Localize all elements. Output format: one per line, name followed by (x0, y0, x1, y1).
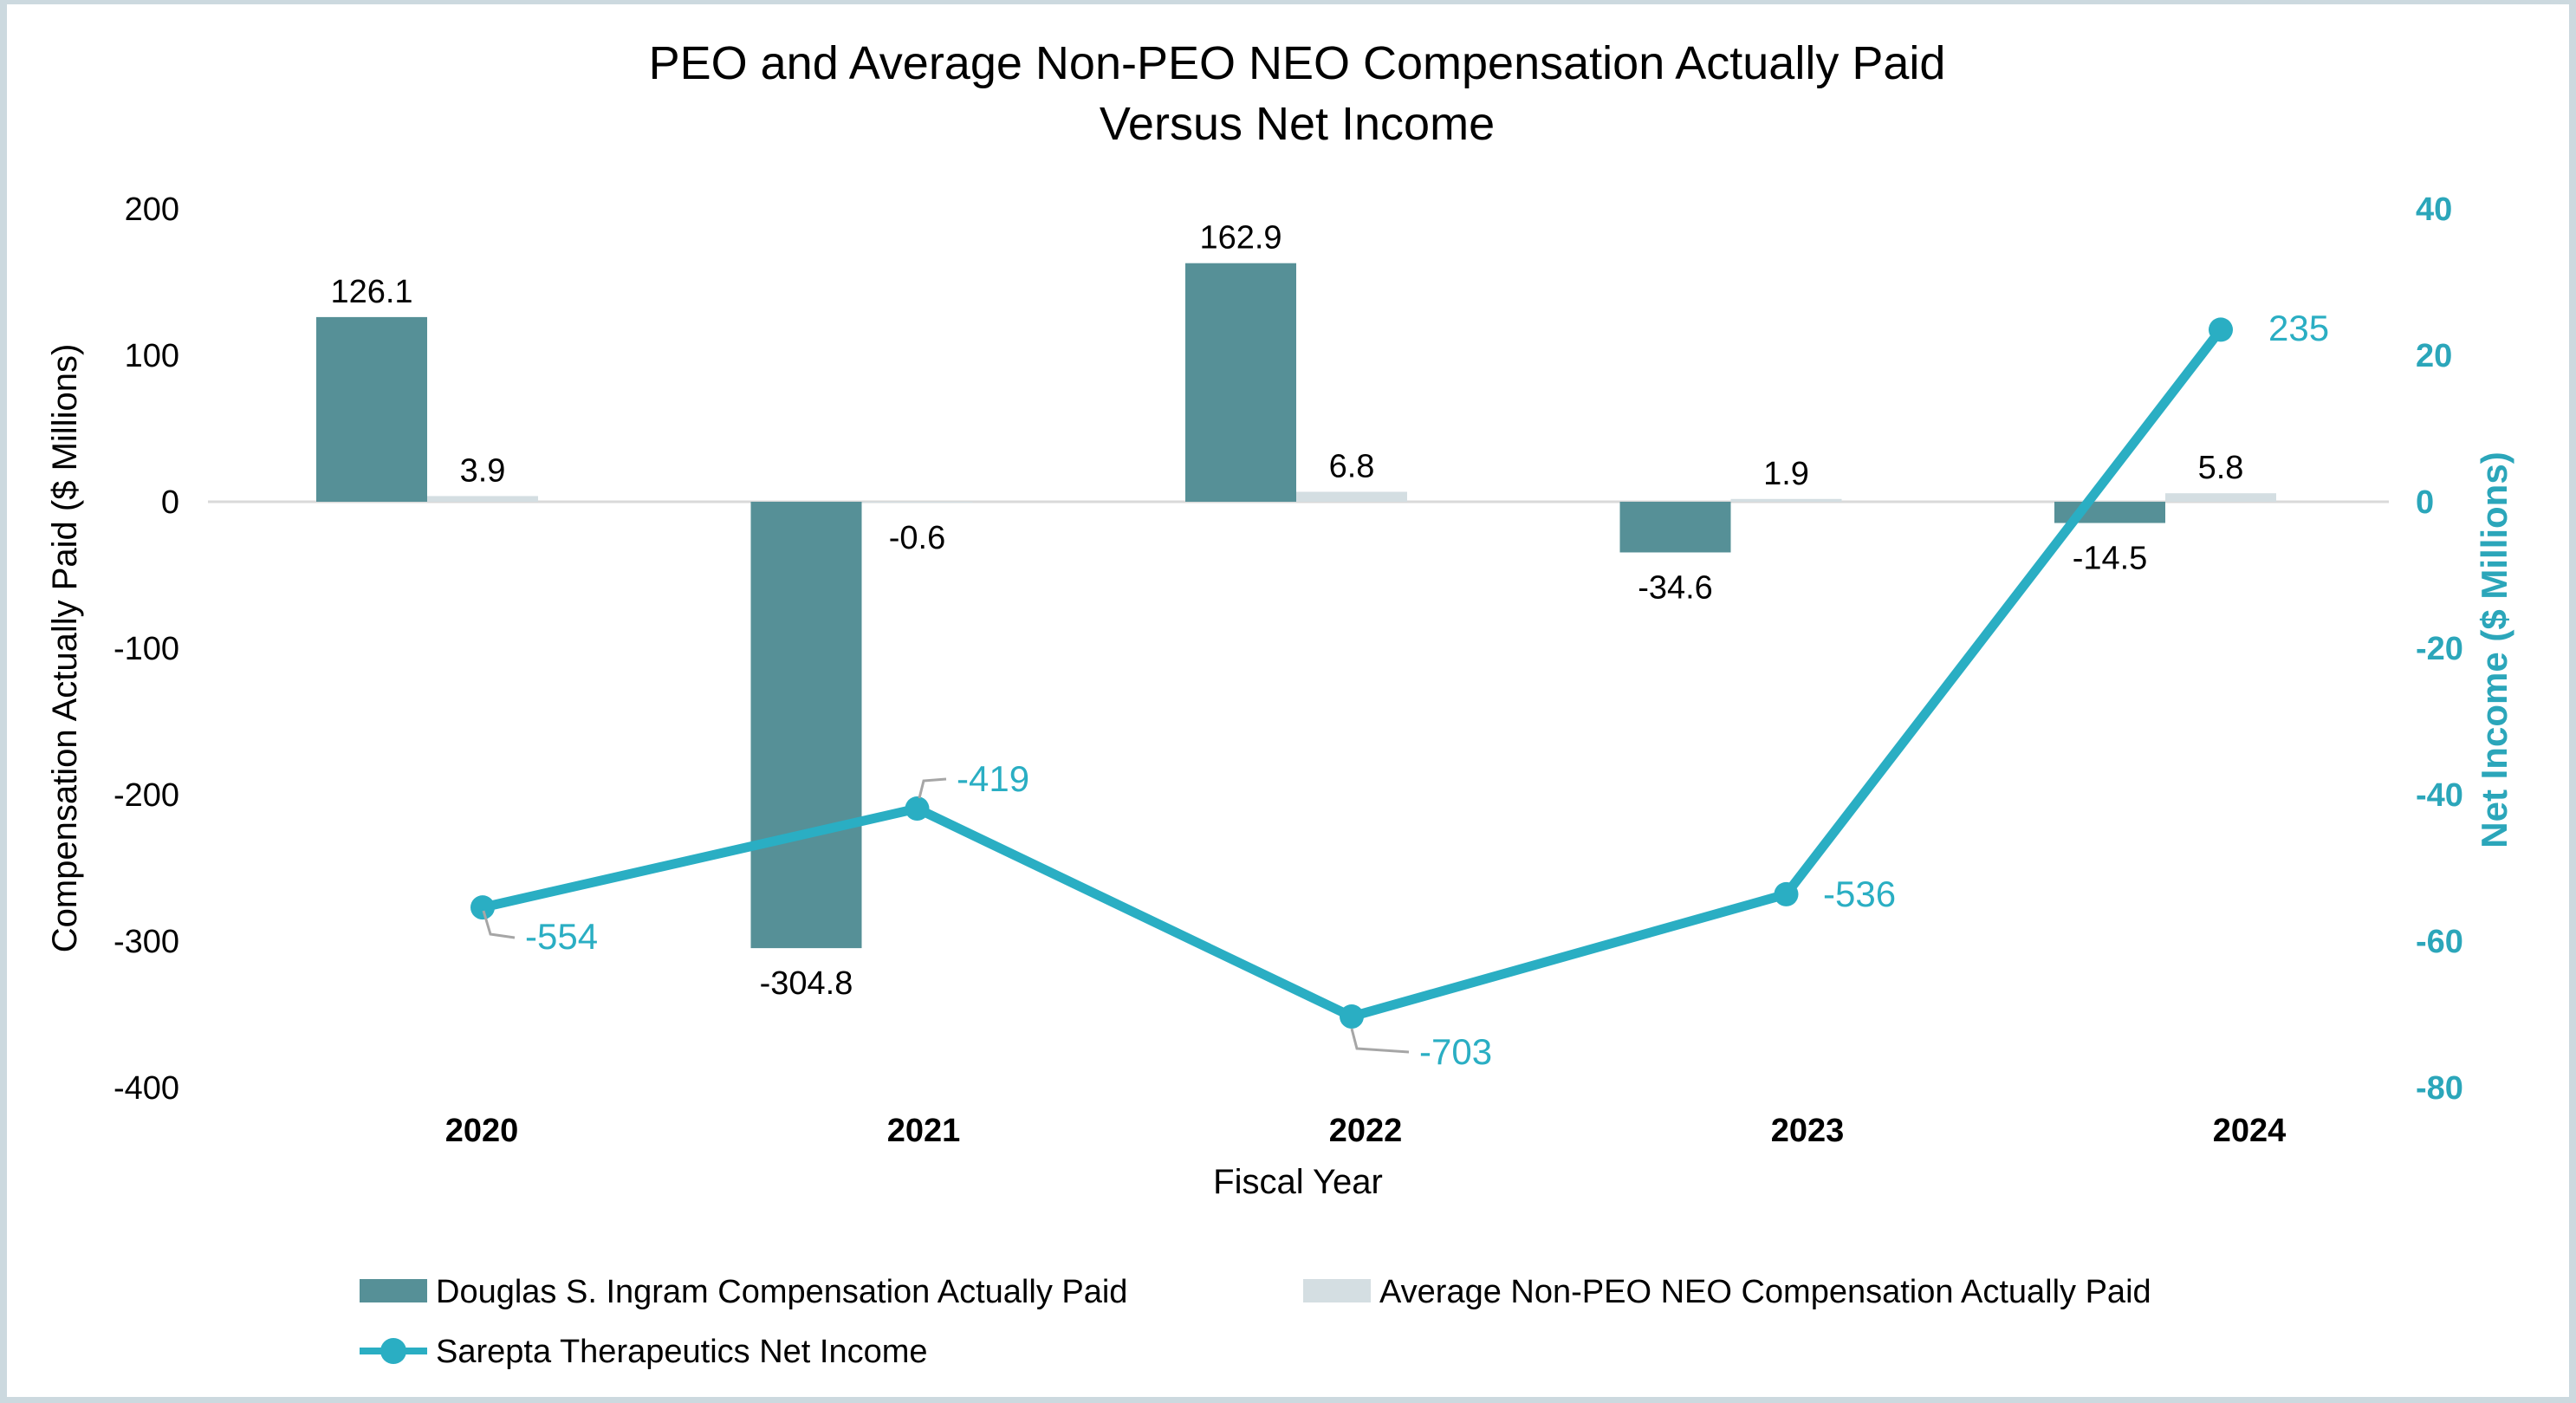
legend-label: Sarepta Therapeutics Net Income (436, 1334, 928, 1370)
bar-series (316, 263, 2276, 949)
chart-background (7, 4, 2569, 1397)
bar-nonpeo-2021 (861, 502, 973, 503)
bar-value-label: 5.8 (2198, 450, 2244, 486)
data-labels: 126.1 -304.8 162.9 -34.6 -14.5 3.9 -0.6 6.8 1.9 5… (330, 220, 2329, 1072)
left-axis-tick: -400 (114, 1070, 179, 1107)
legend-label: Average Non-PEO NEO Compensation Actuall… (1379, 1274, 2151, 1310)
chart-title-line2: Versus Net Income (1100, 98, 1495, 150)
label-leader-line (1350, 1028, 1410, 1054)
bar-value-label: 1.9 (1763, 456, 1809, 492)
bar-value-label: -304.8 (760, 965, 853, 1002)
net-income-marker-2022 (1340, 1004, 1364, 1030)
right-axis-tick: -60 (2416, 924, 2463, 960)
year-label-2021: 2021 (887, 1113, 961, 1149)
right-axis-tick: 20 (2416, 338, 2452, 374)
legend-swatch-nonpeo-bar (1303, 1279, 1371, 1302)
left-axis-tick: -100 (114, 631, 179, 667)
label-leader-line (918, 777, 947, 799)
year-label-2023: 2023 (1771, 1113, 1845, 1149)
bar-value-label: 162.9 (1199, 220, 1282, 257)
net-income-marker-2023 (1774, 881, 1799, 906)
left-axis-tick: -300 (114, 924, 179, 960)
right-axis-tick: -40 (2416, 777, 2463, 814)
net-income-value-label: -536 (1823, 874, 1896, 914)
legend-swatch-peo-bar (360, 1279, 427, 1302)
bar-value-label: 3.9 (460, 452, 506, 489)
year-label-2020: 2020 (445, 1113, 519, 1149)
left-axis-tick: 0 (161, 484, 179, 521)
bar-value-label: -14.5 (2073, 541, 2148, 577)
bar-peo-2022 (1185, 263, 1296, 502)
year-label-2024: 2024 (2213, 1113, 2287, 1149)
net-income-marker-2024 (2209, 317, 2233, 342)
left-axis-tick: 200 (125, 192, 179, 228)
right-axis-tick: -20 (2416, 631, 2463, 667)
left-axis-title: Compensation Actually Paid ($ Millions) (46, 344, 84, 953)
bar-value-label: -0.6 (889, 520, 945, 556)
label-leader-line (482, 910, 516, 939)
bar-peo-2021 (750, 502, 862, 949)
legend-label: Douglas S. Ingram Compensation Actually … (436, 1274, 1127, 1310)
bar-nonpeo-2023 (1730, 498, 1842, 502)
right-axis-tick: -80 (2416, 1070, 2463, 1107)
bar-nonpeo-2020 (427, 496, 538, 502)
chart-title-line1: PEO and Average Non-PEO NEO Compensation… (649, 37, 1946, 89)
right-axis-tick: 40 (2416, 192, 2452, 228)
bar-nonpeo-2024 (2165, 493, 2276, 502)
bar-peo-2023 (1619, 502, 1731, 553)
net-income-value-label: -703 (1419, 1031, 1492, 1072)
legend: Douglas S. Ingram Compensation Actually … (360, 1274, 2151, 1370)
axis-ticks: 2001000-100-200-300-40040200-20-40-60-80… (114, 192, 2463, 1149)
net-income-marker-2021 (905, 796, 930, 822)
legend-swatch-marker (380, 1338, 406, 1364)
right-axis-tick: 0 (2416, 484, 2434, 521)
bar-value-label: 126.1 (330, 274, 412, 310)
net-income-value-label: 235 (2268, 308, 2329, 348)
bar-value-label: -34.6 (1638, 569, 1713, 606)
bar-value-label: 6.8 (1329, 449, 1375, 485)
left-axis-tick: -200 (114, 777, 179, 814)
net-income-value-label: -419 (957, 758, 1029, 799)
net-income-value-label: -554 (525, 916, 598, 957)
bar-peo-2020 (316, 316, 427, 502)
line-series (470, 317, 2233, 1054)
bar-nonpeo-2022 (1296, 491, 1407, 502)
left-axis-tick: 100 (125, 338, 179, 374)
x-axis-title: Fiscal Year (1213, 1163, 1383, 1201)
right-axis-title: Net Income ($ Millions) (2474, 451, 2514, 848)
year-label-2022: 2022 (1329, 1113, 1403, 1149)
net-income-marker-2020 (470, 895, 495, 920)
